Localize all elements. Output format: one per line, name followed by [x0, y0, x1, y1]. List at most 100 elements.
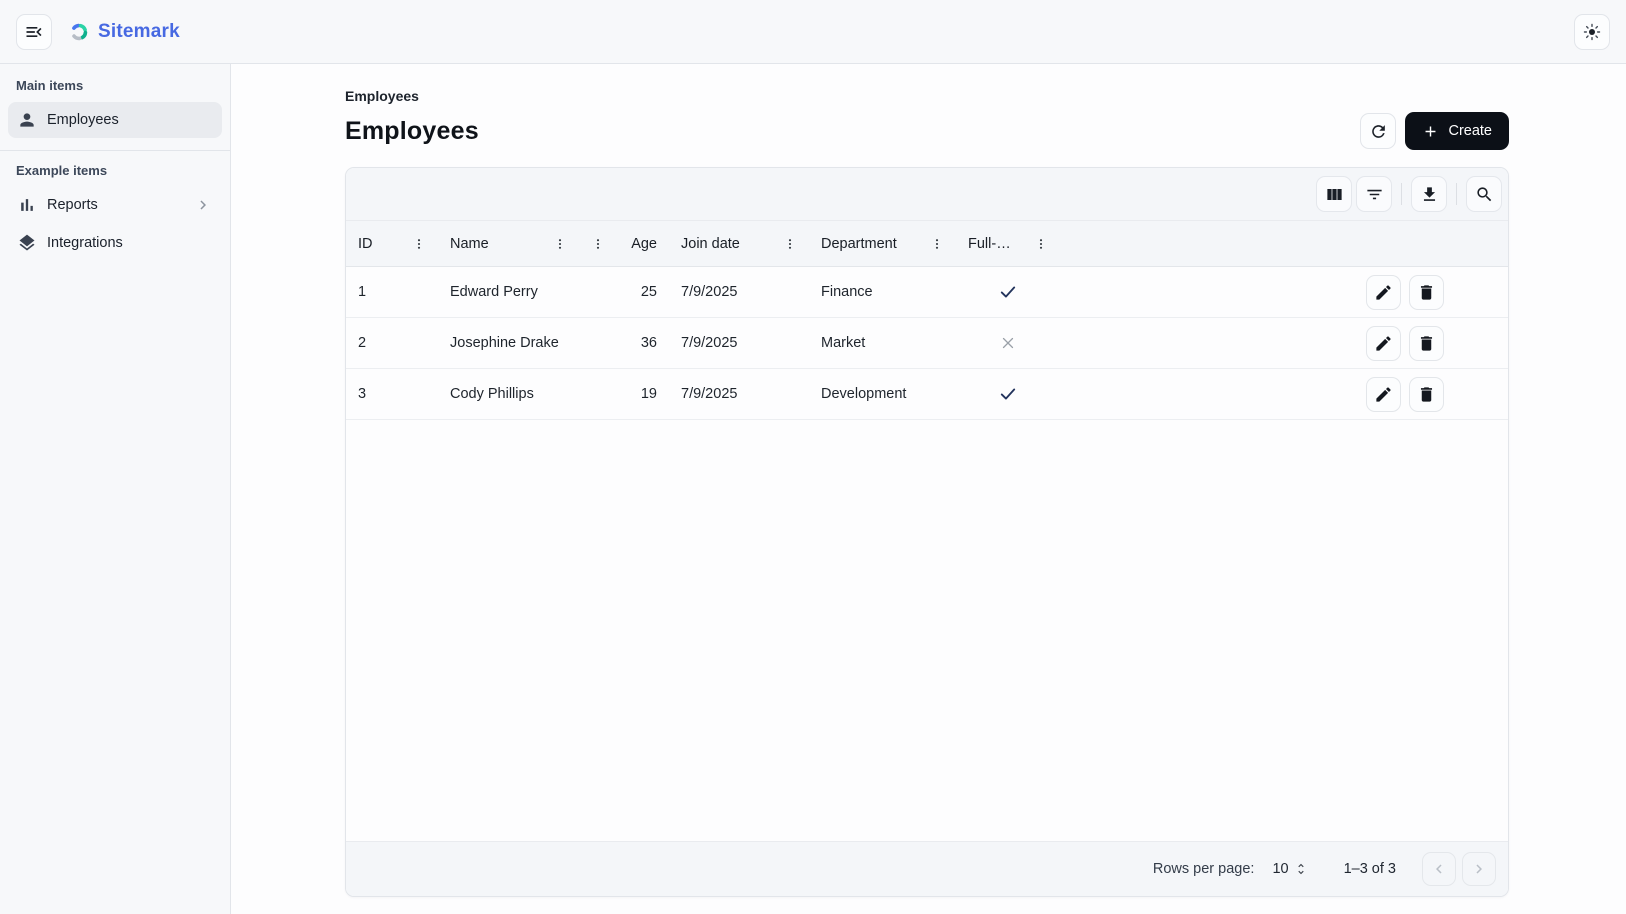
trash-icon: [1417, 385, 1436, 404]
grid-empty-area: [346, 420, 1508, 841]
layers-icon: [17, 233, 37, 253]
column-menu-icon[interactable]: [783, 237, 797, 251]
column-header-join-date[interactable]: Join date: [669, 221, 809, 266]
sidebar-item-reports[interactable]: Reports: [8, 187, 222, 223]
delete-button[interactable]: [1409, 325, 1444, 361]
delete-button[interactable]: [1409, 274, 1444, 310]
cell-join-date: 7/9/2025: [681, 284, 738, 300]
columns-icon: [1325, 185, 1344, 204]
column-label: Age: [631, 235, 657, 252]
sun-icon: [1582, 22, 1602, 42]
chevron-right-icon: [1470, 860, 1488, 878]
column-menu-icon[interactable]: [930, 237, 944, 251]
page-title: Employees: [345, 116, 479, 145]
refresh-button[interactable]: [1360, 113, 1397, 149]
sidebar-item-integrations[interactable]: Integrations: [8, 225, 222, 261]
trash-icon: [1417, 283, 1436, 302]
edit-button[interactable]: [1366, 376, 1401, 412]
row-actions: [1060, 325, 1508, 361]
columns-button[interactable]: [1316, 176, 1352, 212]
cross-icon: [956, 334, 1060, 352]
sidebar: Main items Employees Example items Repor…: [0, 64, 231, 914]
unfold-more-icon: [1294, 862, 1308, 876]
cell-id: 1: [358, 284, 367, 300]
rows-per-page-label: Rows per page:: [1152, 861, 1255, 877]
logo-text: Sitemark: [98, 20, 180, 42]
column-menu-icon[interactable]: [412, 237, 426, 251]
pencil-icon: [1374, 283, 1393, 302]
create-button[interactable]: Create: [1405, 112, 1509, 150]
table-row[interactable]: 3 Cody Phillips 19 7/9/2025 Development: [346, 369, 1508, 420]
rows-per-page-value: 10: [1272, 861, 1289, 877]
person-icon: [17, 110, 37, 130]
grid-footer: Rows per page: 10 1–3 of 3: [346, 841, 1508, 896]
column-menu-icon[interactable]: [553, 237, 567, 251]
cell-age: 25: [640, 284, 657, 300]
row-actions: [1060, 376, 1508, 412]
chevron-right-icon: [193, 195, 213, 215]
column-menu-icon[interactable]: [1034, 237, 1048, 251]
edit-button[interactable]: [1366, 325, 1401, 361]
sidebar-item-label: Integrations: [47, 235, 123, 251]
grid-header-row: ID Name Age Join date Department Full-…: [346, 220, 1508, 267]
pagination-range: 1–3 of 3: [1343, 861, 1396, 877]
table-row[interactable]: 2 Josephine Drake 36 7/9/2025 Market: [346, 318, 1508, 369]
column-header-actions: [1060, 221, 1508, 266]
column-label: Department: [821, 235, 897, 252]
cell-age: 36: [640, 335, 657, 351]
column-label: Full-…: [968, 235, 1011, 252]
sidebar-item-employees[interactable]: Employees: [8, 102, 222, 138]
toolbar-divider: [1456, 183, 1457, 205]
trash-icon: [1417, 334, 1436, 353]
collapse-menu-button[interactable]: [16, 13, 52, 50]
cell-department: Market: [821, 335, 866, 351]
chevron-left-icon: [1430, 860, 1448, 878]
sitemark-logo-icon: [68, 21, 90, 43]
cell-department: Finance: [821, 284, 873, 300]
column-label: Join date: [681, 235, 740, 252]
delete-button[interactable]: [1409, 376, 1444, 412]
plus-icon: [1422, 123, 1439, 140]
previous-page-button[interactable]: [1422, 852, 1456, 886]
create-button-label: Create: [1448, 123, 1492, 139]
cell-department: Development: [821, 386, 907, 402]
check-icon: [956, 384, 1060, 404]
pencil-icon: [1374, 385, 1393, 404]
edit-button[interactable]: [1366, 274, 1401, 310]
cell-id: 2: [358, 335, 367, 351]
sidebar-item-label: Employees: [47, 112, 119, 128]
rows-per-page-select[interactable]: 10: [1272, 861, 1307, 877]
check-icon: [956, 282, 1060, 302]
menu-open-icon: [24, 22, 44, 42]
filter-button[interactable]: [1356, 176, 1392, 212]
column-label: ID: [358, 235, 373, 252]
column-header-full[interactable]: Full-…: [956, 221, 1060, 266]
cell-age: 19: [640, 386, 657, 402]
column-header-age[interactable]: Age: [579, 221, 669, 266]
grid-rows: 1 Edward Perry 25 7/9/2025 Finance 2 Josephine…: [346, 267, 1508, 420]
toolbar-divider: [1401, 183, 1402, 205]
next-page-button[interactable]: [1462, 852, 1496, 886]
cell-name: Edward Perry: [450, 284, 538, 300]
search-button[interactable]: [1466, 176, 1502, 212]
cell-name: Cody Phillips: [450, 386, 534, 402]
column-header-department[interactable]: Department: [809, 221, 956, 266]
table-row[interactable]: 1 Edward Perry 25 7/9/2025 Finance: [346, 267, 1508, 318]
cell-join-date: 7/9/2025: [681, 386, 738, 402]
cell-id: 3: [358, 386, 367, 402]
main-content: Employees Employees Create: [231, 64, 1626, 914]
download-icon: [1420, 185, 1439, 204]
search-icon: [1475, 185, 1494, 204]
pencil-icon: [1374, 334, 1393, 353]
employees-data-grid: ID Name Age Join date Department Full-… 1 Edwa…: [345, 167, 1509, 897]
export-button[interactable]: [1411, 176, 1447, 212]
column-header-id[interactable]: ID: [346, 221, 438, 266]
sidebar-section-example-items: Example items: [16, 163, 108, 178]
column-menu-icon[interactable]: [591, 237, 605, 251]
breadcrumb[interactable]: Employees: [345, 88, 419, 104]
sitemark-logo: Sitemark: [68, 21, 180, 43]
theme-toggle-button[interactable]: [1574, 13, 1610, 50]
bar-chart-icon: [17, 195, 37, 215]
column-header-name[interactable]: Name: [438, 221, 579, 266]
cell-join-date: 7/9/2025: [681, 335, 738, 351]
